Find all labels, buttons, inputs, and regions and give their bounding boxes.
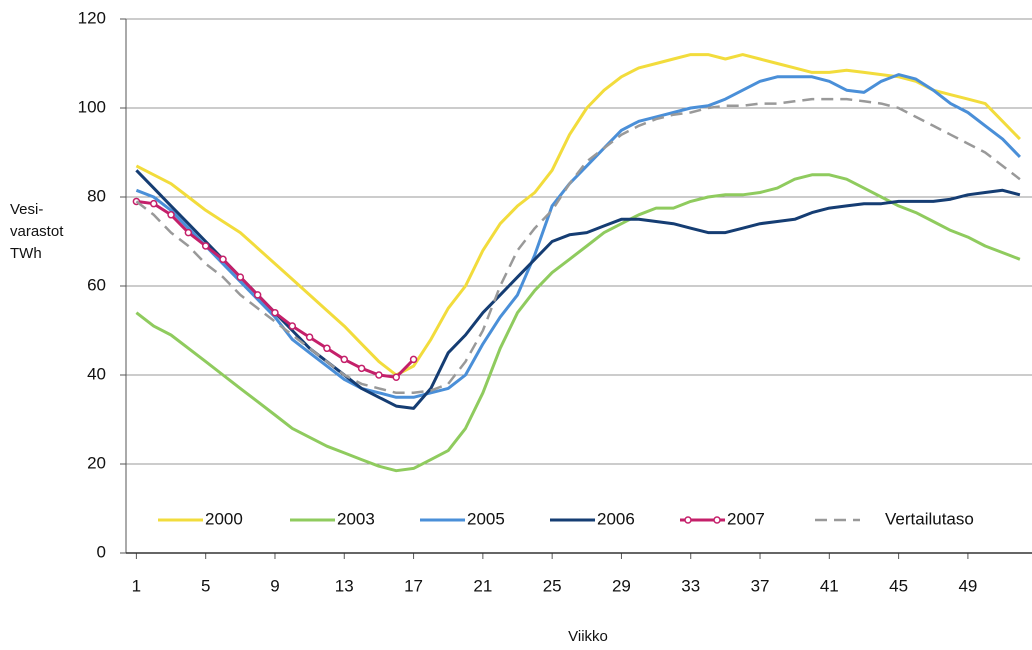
series-line [135,173,1021,473]
legend-label: Vertailutaso [885,509,974,528]
x-tick-label: 41 [820,576,839,595]
series-marker [271,308,279,317]
series-marker [409,355,418,364]
series-marker [219,255,227,264]
legend-label: 2000 [205,509,243,528]
series-marker [340,355,349,364]
x-tick-label: 37 [751,576,770,595]
legend-label: 2006 [597,509,635,528]
x-tick-label: 49 [958,576,977,595]
x-tick-label: 21 [473,576,492,595]
x-tick-label: 25 [543,576,562,595]
series-marker [288,322,297,330]
series-marker [236,273,245,281]
grid [126,18,1032,465]
series-line [135,97,1021,395]
y-tick-label: 40 [87,364,106,383]
x-tick-label: 13 [335,576,354,595]
x-tick-label: 29 [612,576,631,595]
legend-marker [713,516,721,524]
x-tick-label: 5 [201,576,210,595]
legend-label: 2005 [467,509,505,528]
y-tick-label: 120 [78,8,106,27]
x-axis-label: Viikko [568,628,608,645]
series-marker [149,199,158,208]
y-tick-label: 100 [78,97,106,116]
y-tick-label: 20 [87,453,106,472]
series-marker [167,211,175,219]
series-marker [201,242,210,250]
series-line [135,53,1021,377]
y-axis-label: TWh [10,245,42,262]
y-tick-label: 0 [97,542,106,561]
y-tick-label: 60 [87,275,106,294]
y-axis-label: varastot [10,223,64,240]
legend-label: 2003 [337,509,375,528]
series-marker [357,364,366,373]
y-tick-label: 80 [87,186,106,205]
x-tick-label: 9 [270,576,279,595]
series-marker [184,228,193,237]
series-line [135,169,1021,410]
x-tick-label: 17 [404,576,423,595]
lines [132,53,1021,473]
series-line [136,199,415,379]
series-marker [392,373,400,381]
y-axis-label: Vesi- [10,201,43,218]
x-tick-label: 33 [681,576,700,595]
legend-marker [684,516,692,524]
series-marker [305,333,314,341]
x-tick-label: 45 [889,576,908,595]
series-marker [253,291,262,299]
legend-label: 2007 [727,509,765,528]
series-marker [375,371,383,379]
series-marker [323,344,331,353]
x-tick-label: 1 [132,576,141,595]
